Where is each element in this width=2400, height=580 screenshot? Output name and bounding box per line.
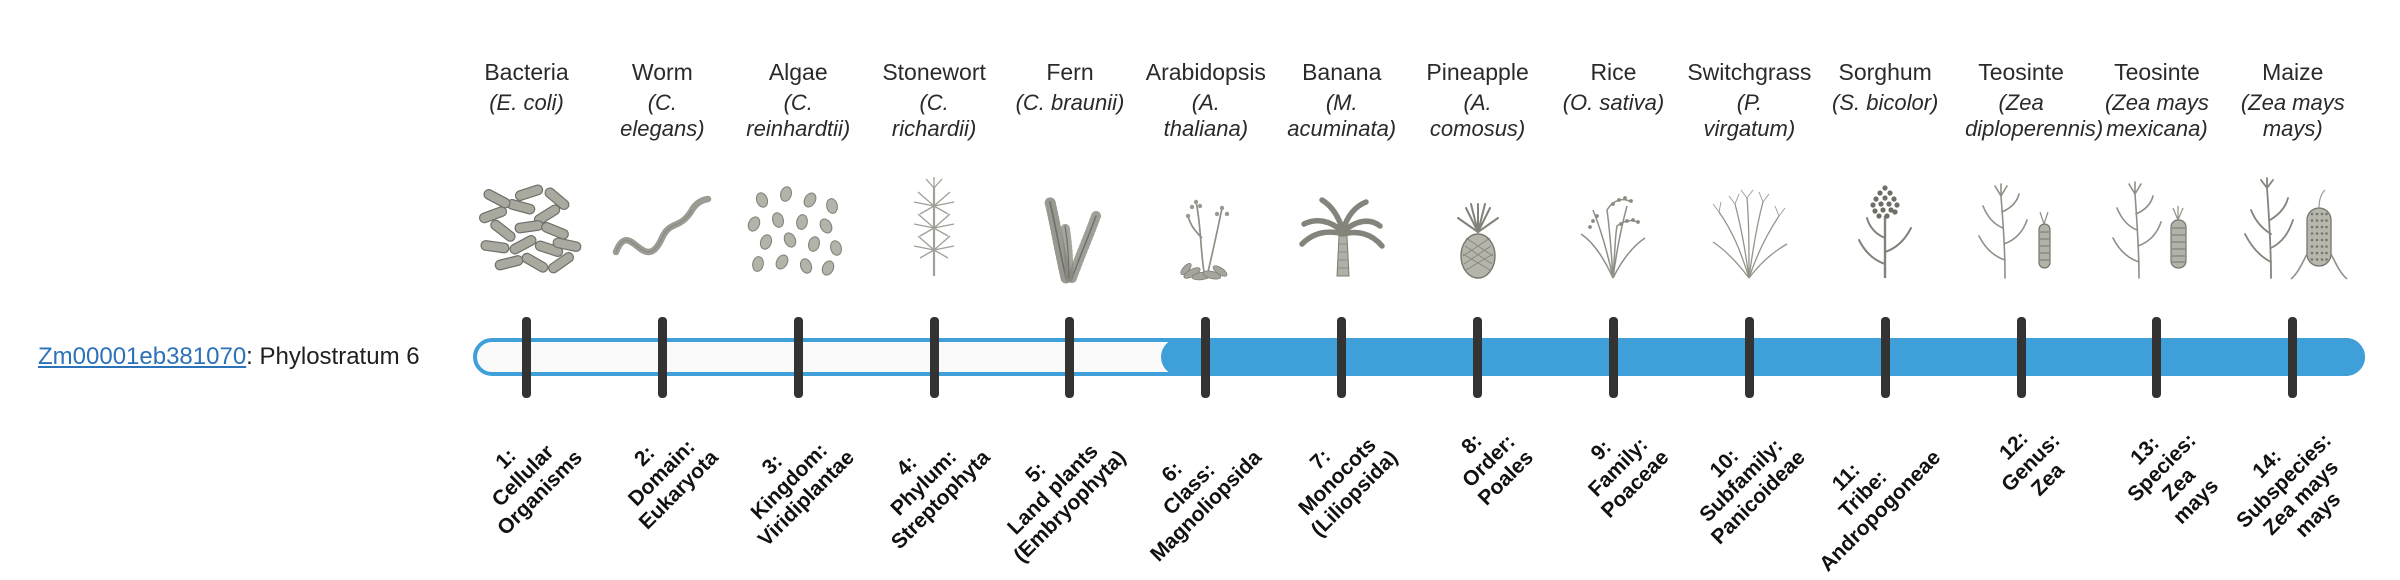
algae-icon bbox=[738, 176, 858, 286]
organism-species: (S. bicolor) bbox=[1832, 90, 1939, 115]
organism-name: Stonewort bbox=[882, 59, 986, 85]
bacteria-icon bbox=[467, 176, 587, 286]
phylostratum-tick bbox=[1201, 317, 1211, 398]
phylostratum-tick bbox=[657, 317, 667, 398]
stratum-label: 8: Order: Poales bbox=[1457, 429, 1538, 511]
organism-name: Bacteria bbox=[484, 59, 569, 85]
stratum-label: 1: Cellular Organisms bbox=[487, 440, 587, 540]
organism-species: (O. sativa) bbox=[1562, 90, 1665, 115]
gene-label: Zm00001eb381070: Phylostratum 6 bbox=[38, 343, 420, 371]
pineapple-icon bbox=[1418, 176, 1538, 286]
organism-species: (P. virgatum) bbox=[1703, 90, 1796, 141]
organism-header: Worm (C. elegans) bbox=[577, 58, 747, 142]
organism-name: Algae bbox=[768, 59, 828, 85]
phylostratum-tick bbox=[2016, 317, 2026, 398]
organism-header: Switchgrass (P. virgatum) bbox=[1664, 58, 1834, 142]
sorghum-icon bbox=[1825, 176, 1945, 286]
organism-header: Stonewort (C. richardii) bbox=[849, 58, 1019, 142]
organism-header: Maize (Zea mays mays) bbox=[2208, 58, 2378, 142]
stratum-label: 6: Class: Magnoliopsida bbox=[1145, 445, 1267, 567]
phylostratum-tick bbox=[1880, 317, 1890, 398]
stratum-label: 12: Genus: Zea bbox=[1994, 426, 2069, 501]
organism-species: (M. acuminata) bbox=[1287, 90, 1397, 141]
organism-name: Arabidopsis bbox=[1145, 59, 1266, 85]
stratum-label: 14: Subspecies: Zea mays mays bbox=[2232, 428, 2346, 542]
organism-species: (C. richardii) bbox=[891, 90, 977, 141]
teosinte-diploperennis-icon bbox=[1961, 176, 2081, 286]
organism-name: Teosinte bbox=[1978, 59, 2064, 85]
stratum-label: 11: Tribe: Andropogoneae bbox=[1815, 445, 1946, 577]
organism-header: Algae (C. reinhardtii) bbox=[713, 58, 883, 142]
organism-header: Pineapple (A. comosus) bbox=[1393, 58, 1563, 142]
organism-name: Worm bbox=[631, 59, 693, 85]
organism-name: Teosinte bbox=[2114, 59, 2200, 85]
organism-header: Sorghum (S. bicolor) bbox=[1800, 58, 1970, 116]
stratum-label: 13: Species: Zea mays bbox=[2122, 428, 2223, 529]
fern-icon bbox=[1010, 176, 1130, 286]
organism-name: Sorghum bbox=[1838, 59, 1932, 85]
organism-header: Arabidopsis (A. thaliana) bbox=[1121, 58, 1291, 142]
timeline-filled-segment bbox=[1160, 338, 2365, 376]
organism-name: Pineapple bbox=[1426, 59, 1529, 85]
organism-name: Fern bbox=[1046, 59, 1094, 85]
organism-name: Banana bbox=[1302, 59, 1382, 85]
phylostratum-tick bbox=[1608, 317, 1618, 398]
phylostratum-tick bbox=[522, 317, 531, 398]
organism-species: (C. elegans) bbox=[620, 90, 705, 141]
organism-name: Switchgrass bbox=[1687, 59, 1812, 85]
phylostratum-tick bbox=[1744, 317, 1754, 398]
organism-species: (Zea diploperennis) bbox=[1965, 90, 2104, 141]
phylostratum-tick bbox=[793, 317, 803, 398]
maize-icon bbox=[2233, 176, 2353, 286]
organism-species: (A. comosus) bbox=[1429, 90, 1526, 141]
teosinte-mexicana-icon bbox=[2097, 176, 2217, 286]
organism-header: Banana (M. acuminata) bbox=[1257, 58, 1427, 142]
gene-link[interactable]: Zm00001eb381070 bbox=[38, 343, 247, 370]
gene-phylostratum-text: : Phylostratum 6 bbox=[246, 343, 420, 370]
stratum-label: 7: Monocots (Liliopsida) bbox=[1294, 433, 1402, 542]
phylostratum-tick bbox=[2152, 317, 2162, 398]
phylostratum-tick bbox=[1473, 317, 1483, 398]
organism-species: (C. braunii) bbox=[1015, 90, 1125, 115]
rice-icon bbox=[1553, 176, 1673, 286]
stratum-label: 4: Phylum: Streptophyta bbox=[885, 445, 995, 554]
organism-species: (Zea mays mexicana) bbox=[2104, 90, 2209, 141]
phylostratum-tick bbox=[929, 317, 939, 398]
arabidopsis-icon bbox=[1146, 176, 1266, 286]
organism-header: Teosinte (Zea diploperennis) bbox=[1936, 58, 2106, 142]
stratum-label: 2: Domain: Eukaryota bbox=[623, 435, 723, 535]
stonewort-icon bbox=[874, 176, 994, 286]
organism-header: Fern (C. braunii) bbox=[985, 58, 1155, 116]
phylostratum-tick bbox=[1337, 317, 1347, 398]
stratum-label: 3: Kingdom: Viridiplantae bbox=[746, 438, 859, 552]
banana-icon bbox=[1282, 176, 1402, 286]
stratum-label: 9: Family: Poaceae bbox=[1584, 433, 1674, 523]
phylostratum-tick bbox=[1065, 317, 1075, 398]
stratum-label: 5: Land plants (Embryophyta) bbox=[1002, 439, 1131, 567]
phylostratum-tick bbox=[2288, 317, 2298, 398]
organism-species: (A. thaliana) bbox=[1163, 90, 1249, 141]
organism-header: Rice (O. sativa) bbox=[1528, 58, 1698, 116]
organism-name: Rice bbox=[1590, 59, 1637, 85]
organism-header: Teosinte (Zea mays mexicana) bbox=[2072, 58, 2242, 142]
organism-header: Bacteria (E. coli) bbox=[442, 58, 612, 116]
worm-icon bbox=[602, 176, 722, 286]
organism-name: Maize bbox=[2262, 59, 2324, 85]
organism-species: (C. reinhardtii) bbox=[746, 90, 851, 141]
organism-species: (Zea mays mays) bbox=[2240, 90, 2345, 141]
switchgrass-icon bbox=[1689, 176, 1809, 286]
organism-species: (E. coli) bbox=[489, 90, 564, 115]
